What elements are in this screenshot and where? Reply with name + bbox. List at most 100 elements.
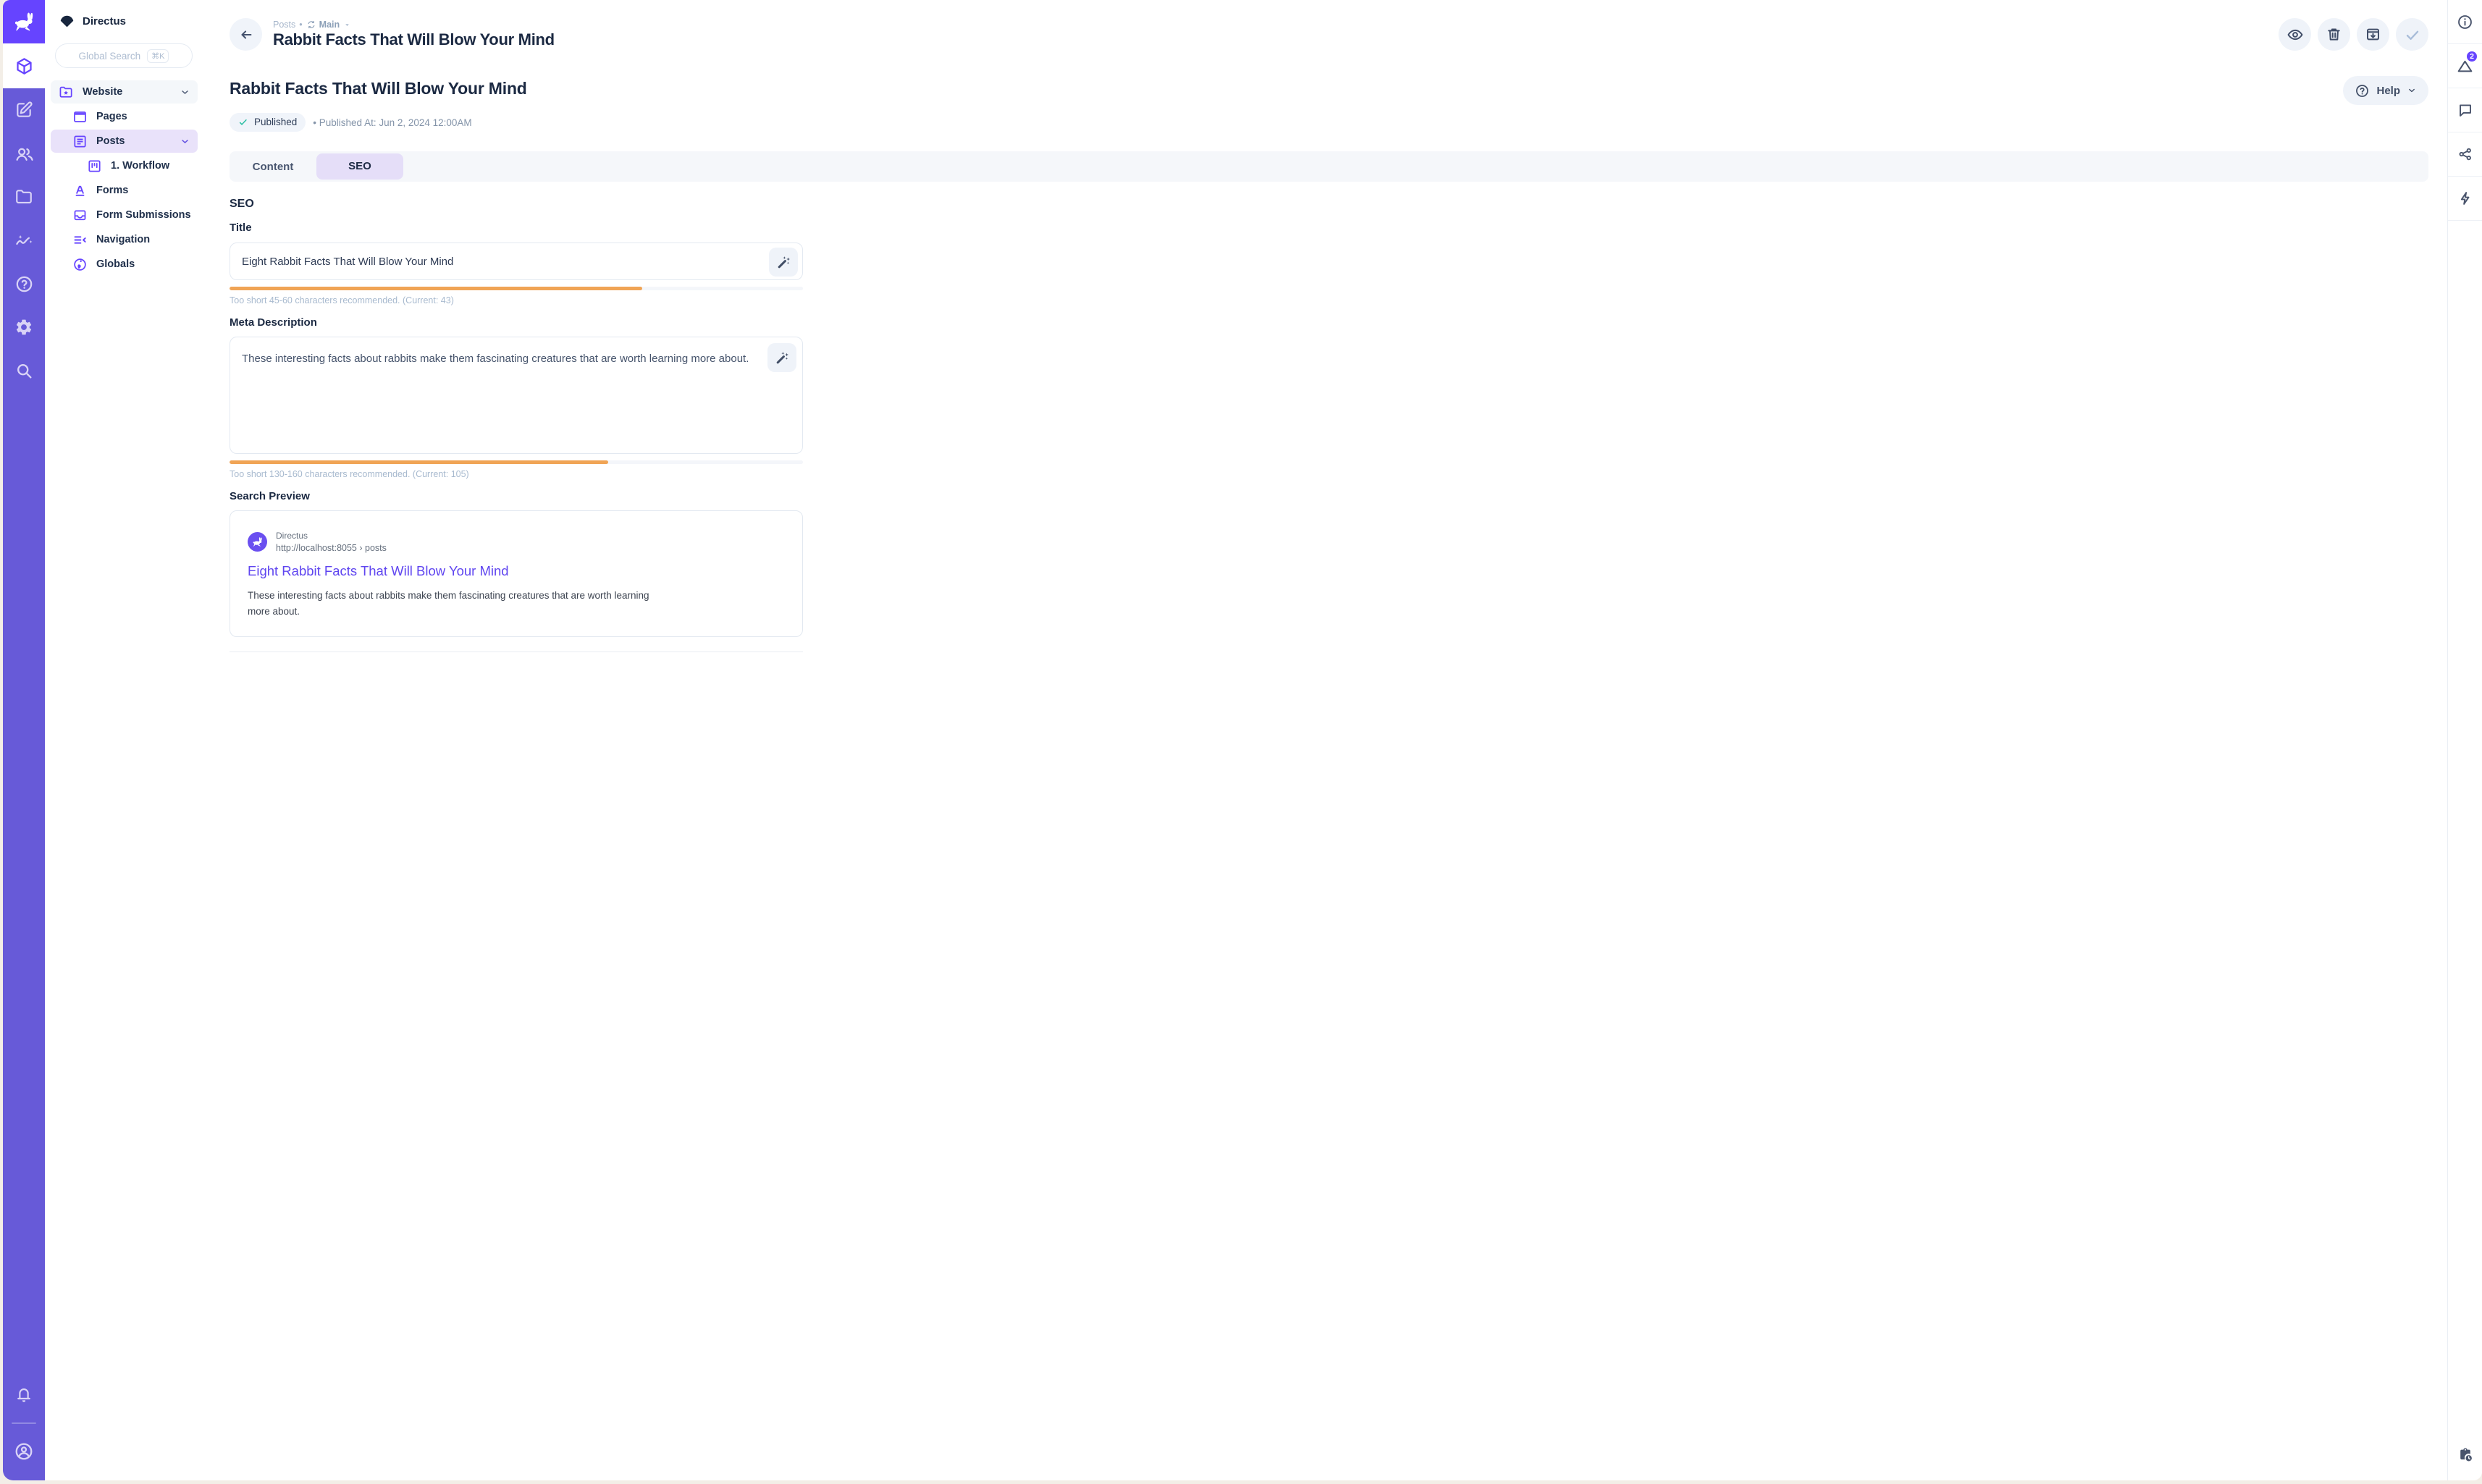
trash-icon	[2326, 26, 2342, 43]
insights-icon	[14, 231, 34, 250]
title-field-label: Title	[230, 222, 252, 234]
search-shortcut-hint: ⌘K	[147, 49, 169, 63]
chevron-down-icon[interactable]	[180, 87, 190, 98]
module-content[interactable]	[3, 43, 45, 88]
directus-logo[interactable]	[3, 0, 45, 43]
revisions-triangle-icon	[2457, 58, 2473, 75]
sidebar-item-label: Form Submissions	[96, 209, 191, 221]
preview-result-title[interactable]: Eight Rabbit Facts That Will Blow Your M…	[248, 563, 509, 578]
rabbit-icon	[12, 9, 36, 34]
sidebar-item-label: Posts	[96, 135, 125, 147]
module-editor[interactable]	[3, 88, 45, 132]
seo-title-input[interactable]	[230, 255, 802, 268]
revisions-panel-button[interactable]: 2	[2448, 44, 2482, 88]
module-bar-divider	[12, 1422, 36, 1424]
sidebar-item-navigation[interactable]: Navigation	[51, 228, 198, 251]
preview-button[interactable]	[2279, 18, 2311, 51]
folder-icon	[14, 187, 33, 206]
search-preview-label: Search Preview	[230, 490, 310, 502]
tab-seo[interactable]: SEO	[316, 153, 403, 180]
revisions-count-badge: 2	[2465, 50, 2478, 63]
comments-panel-button[interactable]	[2448, 88, 2482, 132]
help-circle-icon	[2355, 83, 2370, 98]
preview-result-description: These interesting facts about rabbits ma…	[248, 590, 649, 617]
share-panel-button[interactable]	[2448, 132, 2482, 177]
notifications-button[interactable]	[3, 1373, 45, 1417]
site-url: http://localhost:8055 › posts	[276, 543, 387, 553]
gear-icon	[14, 318, 33, 337]
breadcrumb-dot: •	[299, 20, 303, 30]
info-panel-button[interactable]	[2448, 0, 2482, 44]
status-label: Published	[254, 117, 298, 127]
chevron-down-icon	[2407, 85, 2417, 96]
page-header: Posts • Main Rabbit Facts That Will Blow…	[203, 0, 2447, 51]
help-button[interactable]: Help	[2343, 76, 2428, 105]
app-window: Directus Global Search ⌘K Website Pages …	[3, 0, 2482, 1480]
module-search[interactable]	[3, 349, 45, 392]
right-sidebar: 2	[2447, 0, 2482, 1480]
project-header[interactable]: Directus	[45, 0, 203, 29]
site-row: Directus http://localhost:8055 › posts	[248, 531, 785, 553]
module-insights[interactable]	[3, 219, 45, 262]
save-button[interactable]	[2396, 18, 2428, 51]
version-sync-icon	[306, 20, 316, 30]
letter-a-icon	[72, 183, 88, 198]
sidebar-item-website[interactable]: Website	[51, 80, 198, 104]
generate-title-button[interactable]	[769, 248, 798, 277]
module-files[interactable]	[3, 175, 45, 219]
help-circle-icon	[14, 274, 34, 294]
user-circle-icon	[14, 1441, 34, 1462]
item-title: Rabbit Facts That Will Blow Your Mind	[230, 79, 527, 98]
global-search-input[interactable]: Global Search ⌘K	[55, 43, 193, 68]
version-selector[interactable]: Main	[306, 20, 340, 30]
module-users[interactable]	[3, 132, 45, 175]
article-icon	[72, 134, 88, 149]
meta-description-text[interactable]: These interesting facts about rabbits ma…	[242, 353, 749, 365]
sidebar-item-label: Navigation	[96, 234, 151, 245]
archive-button[interactable]	[2357, 18, 2389, 51]
version-name: Main	[319, 20, 340, 30]
globe-icon	[72, 257, 88, 272]
user-menu-button[interactable]	[3, 1430, 45, 1473]
module-settings[interactable]	[3, 305, 45, 349]
sidebar-item-label: 1. Workflow	[111, 160, 170, 172]
header-actions	[2279, 18, 2428, 51]
published-at-text: • Published At: Jun 2, 2024 12:00AM	[313, 117, 472, 128]
main-content: Posts • Main Rabbit Facts That Will Blow…	[203, 0, 2447, 1480]
site-meta: Directus http://localhost:8055 › posts	[276, 531, 387, 553]
sidebar-item-globals[interactable]: Globals	[51, 253, 198, 276]
chevron-down-icon[interactable]	[180, 136, 190, 147]
browser-icon	[72, 109, 88, 125]
breadcrumb-collection[interactable]: Posts	[273, 20, 296, 30]
meta-description-field[interactable]: These interesting facts about rabbits ma…	[230, 337, 803, 454]
sidebar-item-label: Globals	[96, 258, 135, 270]
module-docs[interactable]	[3, 262, 45, 305]
delete-button[interactable]	[2318, 18, 2350, 51]
title-length-progress	[230, 287, 803, 290]
sidebar-item-workflow[interactable]: 1. Workflow	[51, 154, 198, 177]
bolt-icon	[2457, 190, 2473, 206]
tab-content[interactable]: Content	[252, 160, 294, 173]
clipboard-clock-icon	[2457, 1446, 2474, 1464]
users-icon	[14, 144, 34, 164]
comment-icon	[2457, 102, 2473, 118]
info-icon	[2457, 14, 2473, 30]
sidebar-item-pages[interactable]: Pages	[51, 105, 198, 128]
breadcrumb: Posts • Main	[273, 20, 555, 30]
activity-log-button[interactable]	[2448, 1430, 2482, 1480]
sidebar-item-forms[interactable]: Forms	[51, 179, 198, 202]
check-icon	[238, 117, 248, 127]
check-icon	[2404, 26, 2421, 43]
wand-icon	[776, 255, 791, 270]
back-button[interactable]	[230, 18, 262, 51]
generate-meta-button[interactable]	[767, 343, 796, 372]
kanban-icon	[87, 159, 102, 174]
page-title: Rabbit Facts That Will Blow Your Mind	[273, 30, 555, 49]
sidebar-item-label: Pages	[96, 111, 127, 122]
eye-icon	[2287, 26, 2304, 43]
sidebar-item-posts[interactable]: Posts	[51, 130, 198, 153]
sidebar-item-form-submissions[interactable]: Form Submissions	[51, 203, 198, 227]
seo-section-label: SEO	[230, 198, 254, 210]
site-name: Directus	[276, 531, 308, 541]
flows-panel-button[interactable]	[2448, 177, 2482, 221]
